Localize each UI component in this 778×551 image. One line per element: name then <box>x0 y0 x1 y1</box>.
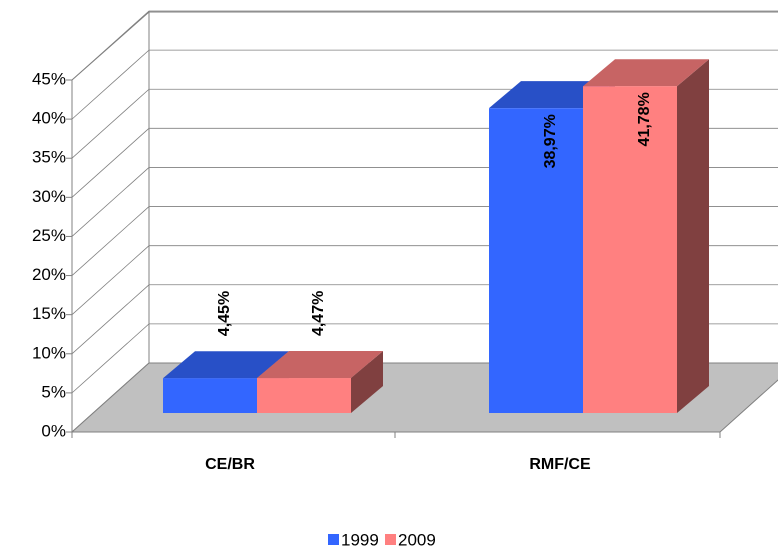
bar-top <box>583 59 709 87</box>
y-tick-label: 15% <box>32 304 66 323</box>
bar-top <box>257 351 383 379</box>
value-label: 4,45% <box>216 291 233 336</box>
y-tick-label: 0% <box>41 421 66 440</box>
value-label: 38,97% <box>542 114 559 168</box>
bar <box>583 86 677 413</box>
bar-side <box>677 59 709 413</box>
y-tick-label: 40% <box>32 109 66 128</box>
side-wall <box>71 10 150 434</box>
y-tick-label: 30% <box>32 187 66 206</box>
bar <box>257 378 351 413</box>
x-tick-label: CE/BR <box>205 456 255 473</box>
x-tick-label: RMF/CE <box>529 456 591 473</box>
value-label: 41,78% <box>636 92 653 146</box>
legend-swatch <box>328 534 339 545</box>
legend-swatch <box>385 534 396 545</box>
y-tick-label: 25% <box>32 226 66 245</box>
y-tick-label: 10% <box>32 343 66 362</box>
legend-label: 1999 <box>341 530 379 549</box>
y-tick-label: 35% <box>32 148 66 167</box>
y-tick-label: 45% <box>32 69 66 88</box>
value-label: 4,47% <box>310 291 327 336</box>
legend-label: 2009 <box>398 530 436 549</box>
bar-side <box>351 351 383 413</box>
grid-line <box>71 10 778 81</box>
grid-line <box>71 49 778 120</box>
bar-top <box>163 351 289 379</box>
bar <box>489 108 583 413</box>
bar <box>163 378 257 413</box>
y-tick-label: 20% <box>32 265 66 284</box>
y-tick-label: 5% <box>41 382 66 401</box>
